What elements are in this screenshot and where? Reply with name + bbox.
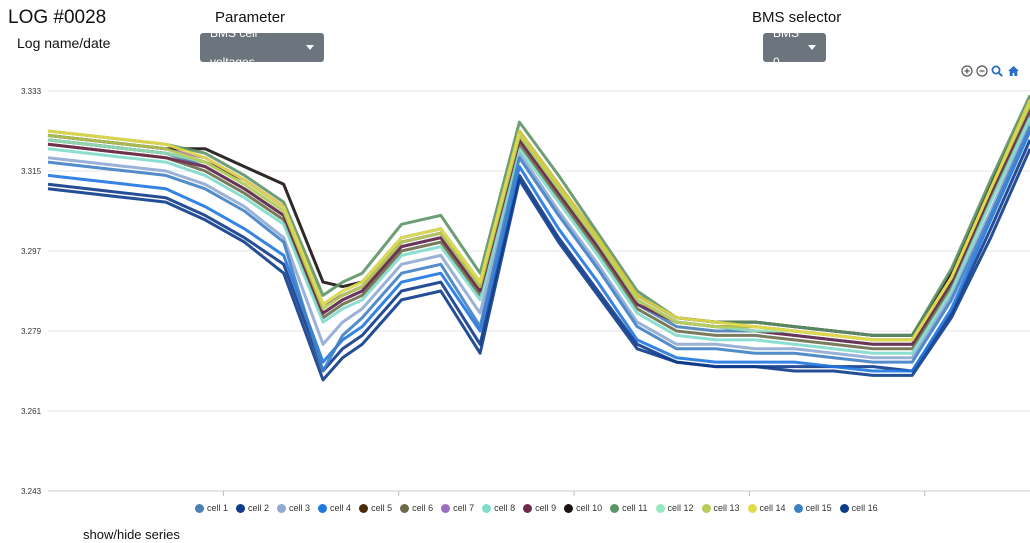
zoom-in-icon[interactable] [961, 65, 973, 77]
y-axis: 3.243 3.261 3.279 3.297 3.315 3.333 [21, 87, 42, 496]
legend-item-cell-9[interactable]: cell 9 [523, 503, 556, 513]
legend-item-cell-8[interactable]: cell 8 [482, 503, 515, 513]
legend-label: cell 1 [207, 503, 229, 513]
legend-item-cell-15[interactable]: cell 15 [793, 503, 832, 513]
series-line-cell-8[interactable] [47, 117, 1030, 355]
parameter-dropdown-value: BMS cell voltages [210, 25, 258, 69]
legend-marker [523, 503, 533, 513]
parameter-dropdown[interactable]: BMS cell voltages [200, 26, 324, 69]
series-line-cell-2[interactable] [47, 139, 1030, 373]
legend-marker [839, 503, 849, 513]
chevron-down-icon [808, 45, 816, 50]
series-line-cell-11[interactable] [47, 94, 1030, 337]
legend-label: cell 7 [453, 503, 475, 513]
legend-item-cell-16[interactable]: cell 16 [839, 503, 878, 513]
y-tick-label: 3.297 [21, 247, 42, 256]
legend-label: cell 4 [330, 503, 352, 513]
legend-marker [236, 503, 246, 513]
legend-label: cell 3 [289, 503, 311, 513]
series-line-cell-1[interactable] [47, 103, 1030, 346]
series-line-cell-5[interactable] [47, 103, 1030, 342]
legend-marker [318, 503, 328, 513]
show-hide-series-link[interactable]: show/hide series [83, 527, 180, 542]
series-line-cell-15[interactable] [47, 125, 1030, 373]
legend-marker [655, 503, 665, 513]
legend-label: cell 13 [713, 503, 740, 513]
bms-dropdown-value: BMS 0 [773, 25, 800, 69]
legend-marker [441, 503, 451, 513]
legend-label: cell 14 [759, 503, 786, 513]
y-tick-label: 3.261 [21, 407, 42, 416]
legend-marker [747, 503, 757, 513]
cell-voltage-chart[interactable]: 3.243 3.261 3.279 3.297 3.315 3.333 [0, 80, 1030, 500]
legend-item-cell-12[interactable]: cell 12 [655, 503, 694, 513]
legend-item-cell-14[interactable]: cell 14 [747, 503, 786, 513]
y-tick-label: 3.315 [21, 167, 42, 176]
legend-label: cell 15 [805, 503, 832, 513]
y-tick-label: 3.243 [21, 487, 42, 496]
series-line-cell-12[interactable] [47, 103, 1030, 342]
log-title: LOG #0028 [8, 7, 107, 28]
chevron-down-icon [306, 45, 314, 50]
legend-label: cell 2 [248, 503, 270, 513]
legend-item-cell-6[interactable]: cell 6 [400, 503, 433, 513]
legend-label: cell 16 [851, 503, 878, 513]
legend-marker [277, 503, 287, 513]
chart-toolbar [961, 65, 1020, 77]
series-line-cell-10[interactable] [47, 99, 1030, 337]
zoom-out-icon[interactable] [976, 65, 988, 77]
legend-label: cell 11 [622, 503, 648, 513]
home-icon[interactable] [1007, 65, 1020, 77]
bms-dropdown[interactable]: BMS 0 [763, 26, 826, 69]
legend-item-cell-13[interactable]: cell 13 [701, 503, 740, 513]
parameter-label: Parameter [215, 9, 286, 26]
legend-item-cell-1[interactable]: cell 1 [195, 503, 228, 513]
magnifier-icon[interactable] [991, 65, 1004, 77]
legend-marker [793, 503, 803, 513]
y-tick-label: 3.333 [21, 87, 42, 96]
legend-marker [195, 503, 204, 513]
legend-label: cell 12 [667, 503, 694, 513]
legend-marker [610, 503, 620, 513]
series-line-cell-16[interactable] [47, 148, 1030, 382]
legend-marker [564, 503, 574, 513]
legend-marker [400, 503, 410, 513]
legend-marker [701, 503, 711, 513]
chart-legend: cell 1 cell 2 cell 3 cell 4 cell 5 cell 6 cell… [195, 503, 878, 513]
series-line-cell-4[interactable] [47, 130, 1030, 373]
legend-marker [359, 503, 369, 513]
legend-item-cell-7[interactable]: cell 7 [441, 503, 474, 513]
legend-label: cell 6 [412, 503, 434, 513]
series-line-cell-13[interactable] [47, 103, 1030, 342]
legend-label: cell 8 [494, 503, 516, 513]
legend-item-cell-5[interactable]: cell 5 [359, 503, 392, 513]
x-axis [48, 490, 1030, 496]
legend-item-cell-3[interactable]: cell 3 [277, 503, 310, 513]
bms-selector-label: BMS selector [752, 9, 842, 26]
series-line-cell-7[interactable] [47, 103, 1030, 337]
log-name-date: Log name/date [17, 35, 111, 51]
legend-label: cell 9 [535, 503, 557, 513]
plot-area [47, 94, 1030, 382]
legend-item-cell-10[interactable]: cell 10 [564, 503, 602, 513]
legend-item-cell-11[interactable]: cell 11 [610, 503, 648, 513]
legend-label: cell 10 [576, 503, 603, 513]
legend-item-cell-4[interactable]: cell 4 [318, 503, 351, 513]
legend-item-cell-2[interactable]: cell 2 [236, 503, 269, 513]
series-line-cell-9[interactable] [47, 108, 1030, 346]
series-line-cell-14[interactable] [47, 99, 1030, 342]
y-tick-label: 3.279 [21, 327, 42, 336]
legend-marker [482, 503, 492, 513]
legend-label: cell 5 [371, 503, 393, 513]
